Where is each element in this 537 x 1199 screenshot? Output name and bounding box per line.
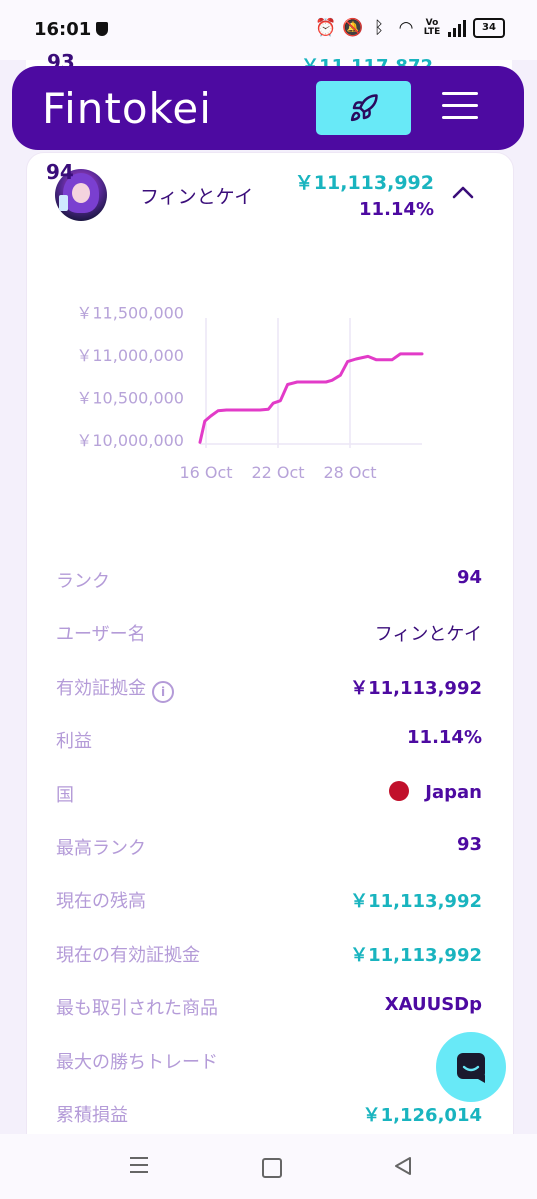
stats-row: 最大の勝ちトレード￥43 xyxy=(56,1036,482,1089)
chat-icon xyxy=(457,1053,485,1083)
stats-row: 国 Japan xyxy=(56,769,482,822)
stats-value-text: ￥11,113,992 xyxy=(350,891,482,913)
stats-label: 有効証拠金 i xyxy=(56,674,174,703)
entry-equity: ￥11,113,992 xyxy=(294,172,434,194)
stats-row: 利益 11.14% xyxy=(56,715,482,768)
alarm-icon: ⏰ xyxy=(315,18,337,38)
status-time: 16:01 xyxy=(34,19,92,40)
fintokei-logo[interactable]: Fintokei xyxy=(42,84,212,133)
back-icon[interactable] xyxy=(394,1156,412,1176)
stats-value-text: 11.14% xyxy=(407,727,482,749)
stats-label: 利益 xyxy=(56,731,92,753)
chevron-up-icon[interactable] xyxy=(452,185,474,199)
stats-row: ユーザー名 フィンとケイ xyxy=(56,608,482,661)
volte-icon: Vo LTE xyxy=(423,18,441,37)
y-tick-label: ￥11,500,000 xyxy=(76,303,184,322)
app-header: Fintokei xyxy=(12,66,524,150)
stats-label: 累積損益 xyxy=(56,1104,128,1126)
stats-value-text: ￥1,126,014 xyxy=(362,1104,482,1126)
stats-row: 最も取引された商品 XAUUSDp xyxy=(56,982,482,1035)
y-tick-label: ￥10,500,000 xyxy=(76,388,184,407)
stats-row: 最高ランク 93 xyxy=(56,822,482,875)
stats-value: 93 xyxy=(457,834,482,855)
bluetooth-icon: ᛒ xyxy=(373,18,385,38)
stats-label: 最大の勝ちトレード xyxy=(56,1051,218,1073)
stats-value: ￥11,113,992 xyxy=(350,674,482,700)
recent-apps-icon[interactable] xyxy=(130,1157,148,1178)
stats-label: ランク xyxy=(56,571,110,592)
system-nav-bar xyxy=(0,1134,537,1199)
entry-rank: 94 xyxy=(46,160,74,184)
stats-value-text: Japan xyxy=(425,781,482,803)
x-tick-label: 16 Oct xyxy=(179,463,232,482)
stats-label: ユーザー名 xyxy=(56,624,146,646)
info-icon[interactable]: i xyxy=(152,680,174,703)
shield-icon xyxy=(96,22,108,36)
stats-label: 現在の残高 xyxy=(56,891,146,913)
y-tick-label: ￥10,000,000 xyxy=(76,431,184,450)
entry-profit: 11.14% xyxy=(359,199,434,220)
status-icons: ⏰ 🔕 ᛒ ◠ Vo LTE 34 xyxy=(315,18,505,38)
stats-value-text: ￥11,113,992 xyxy=(350,677,482,699)
entry-username: フィンとケイ xyxy=(140,186,254,208)
stats-label: 国 xyxy=(56,784,74,806)
stats-label: 最も取引された商品 xyxy=(56,998,218,1020)
stats-value-text: 94 xyxy=(456,567,482,588)
stats-row: 現在の有効証拠金 ￥11,113,992 xyxy=(56,929,482,982)
equity-line-chart: ￥11,500,000 ￥11,000,000 ￥10,500,000 ￥10,000… xyxy=(76,303,424,482)
equity-series-line xyxy=(198,352,424,444)
stats-value: 11.14% xyxy=(407,727,482,748)
stats-row: 累積損益 ￥1,126,014 xyxy=(56,1089,482,1142)
stats-value: ￥1,126,014 xyxy=(363,1101,482,1127)
start-challenge-button[interactable] xyxy=(316,81,411,135)
stats-value: XAUUSDp xyxy=(385,994,482,1015)
x-tick-label: 22 Oct xyxy=(251,463,304,482)
stats-value: 94 xyxy=(457,567,482,588)
stats-value: ￥11,113,992 xyxy=(350,941,482,967)
stats-label: 現在の有効証拠金 xyxy=(56,944,200,966)
stats-row: 現在の残高 ￥11,113,992 xyxy=(56,875,482,928)
stats-value-text: フィンとケイ xyxy=(374,624,482,646)
x-tick-label: 28 Oct xyxy=(323,463,376,482)
stats-row: 有効証拠金 i ￥11,113,992 xyxy=(56,662,482,715)
stats-label: 最高ランク xyxy=(56,837,146,859)
japan-flag-icon xyxy=(389,780,410,801)
stats-value-text: 93 xyxy=(456,833,482,855)
stats-value-text: ￥11,113,992 xyxy=(350,944,482,966)
wifi-icon: ◠ xyxy=(398,18,414,38)
leaderboard-entry-card xyxy=(26,152,514,1154)
stats-value: フィンとケイ xyxy=(375,620,482,646)
stats-list: ランク 94 ユーザー名 フィンとケイ有効証拠金 i ￥11,113,992 利益 11.14… xyxy=(56,555,482,1142)
battery-icon: 34 xyxy=(473,18,505,38)
stats-row: ランク 94 xyxy=(56,555,482,608)
rocket-icon xyxy=(350,94,378,122)
stats-value-text: XAUUSDp xyxy=(384,994,482,1016)
stats-value: ￥11,113,992 xyxy=(350,887,482,913)
status-bar: 16:01 ⏰ 🔕 ᛒ ◠ Vo LTE 34 xyxy=(0,0,537,60)
mute-icon: 🔕 xyxy=(342,18,364,38)
stats-value: Japan xyxy=(389,780,482,803)
home-icon[interactable] xyxy=(262,1158,282,1178)
hamburger-menu-icon[interactable] xyxy=(442,92,478,124)
user-avatar xyxy=(55,169,107,221)
chat-button[interactable] xyxy=(436,1032,506,1102)
y-tick-label: ￥11,000,000 xyxy=(76,346,184,365)
signal-icon xyxy=(448,19,466,37)
